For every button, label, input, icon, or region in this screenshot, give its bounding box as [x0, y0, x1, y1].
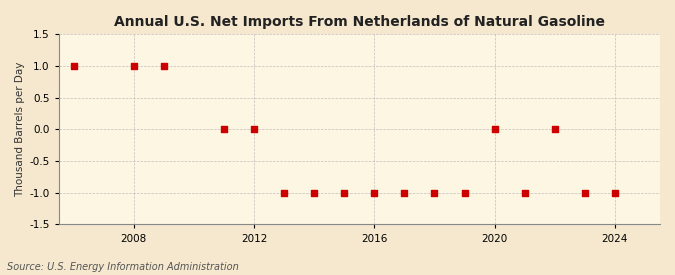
Point [279, 191, 290, 195]
Point [549, 127, 560, 132]
Point [399, 191, 410, 195]
Title: Annual U.S. Net Imports From Netherlands of Natural Gasoline: Annual U.S. Net Imports From Netherlands… [114, 15, 605, 29]
Point [579, 191, 590, 195]
Point [610, 191, 620, 195]
Y-axis label: Thousand Barrels per Day: Thousand Barrels per Day [15, 62, 25, 197]
Text: Source: U.S. Energy Information Administration: Source: U.S. Energy Information Administ… [7, 262, 238, 272]
Point [429, 191, 440, 195]
Point [128, 64, 139, 68]
Point [219, 127, 230, 132]
Point [339, 191, 350, 195]
Point [369, 191, 380, 195]
Point [248, 127, 259, 132]
Point [159, 64, 169, 68]
Point [308, 191, 319, 195]
Point [459, 191, 470, 195]
Point [489, 127, 500, 132]
Point [519, 191, 530, 195]
Point [68, 64, 79, 68]
